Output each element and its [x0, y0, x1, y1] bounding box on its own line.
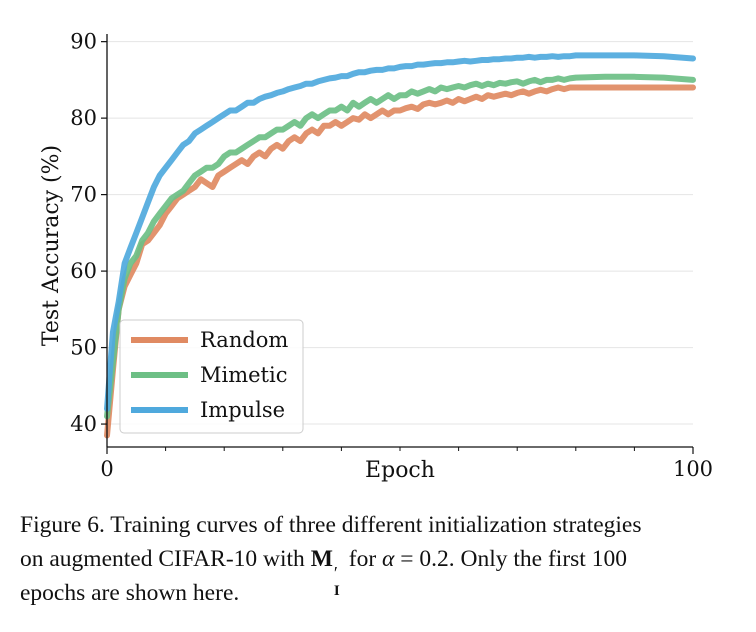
series-line-impulse [104, 52, 696, 412]
y-tick-label-40: 40 [70, 412, 97, 436]
math-sub-I: I [333, 583, 340, 599]
x-axis-title: Epoch [365, 458, 435, 483]
legend-label-impulse: Impulse [200, 398, 285, 422]
caption-line-2-suffix: . Only the first 100 [448, 546, 627, 572]
figure: 40 50 60 70 80 90 0 100 Epoch Test Accuracy (%) R… [39, 30, 713, 483]
series-line-random [104, 84, 696, 439]
series-lines [104, 52, 696, 439]
x-tick-label-100: 100 [673, 457, 713, 481]
math-prime: ′ [333, 563, 338, 583]
y-tick-label-60: 60 [70, 259, 97, 283]
caption-line-3: epochs are shown here. [20, 580, 240, 606]
line-chart: 40 50 60 70 80 90 0 100 Epoch Test Accuracy (%) R… [39, 30, 713, 483]
figure-caption: Figure 6. Training curves of three diffe… [20, 508, 740, 610]
caption-line-1: Figure 6. Training curves of three diffe… [20, 512, 642, 538]
caption-line-2-prefix: on augmented CIFAR-10 with [20, 546, 311, 572]
legend-label-mimetic: Mimetic [200, 363, 287, 387]
caption-line-2: on augmented CIFAR-10 with M ′ I for α = 0… [20, 542, 740, 599]
math-M: M [310, 546, 333, 572]
y-axis-title: Test Accuracy (%) [39, 145, 64, 346]
x-tick-label-0: 0 [100, 457, 113, 481]
y-tick-label-70: 70 [70, 183, 97, 207]
series-line-mimetic [104, 73, 696, 420]
axes: 40 50 60 70 80 90 0 100 Epoch Test Accuracy (%) [39, 30, 713, 483]
math-eq: = 0.2 [394, 546, 449, 572]
y-tick-label-90: 90 [70, 30, 97, 54]
legend-box [119, 319, 304, 434]
caption-line-2-mid: for [342, 546, 383, 572]
math-alpha: α [382, 546, 395, 572]
y-tick-label-80: 80 [70, 106, 97, 130]
y-tick-label-50: 50 [70, 336, 97, 360]
legend-label-random: Random [200, 328, 288, 352]
legend: Random Mimetic Impulse [119, 319, 304, 434]
